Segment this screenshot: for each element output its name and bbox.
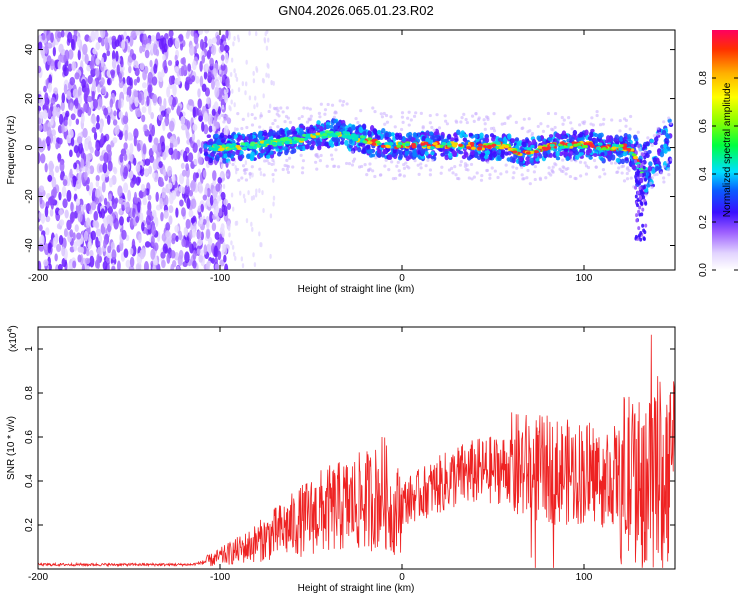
y-tick-label: 1 bbox=[24, 346, 35, 352]
y-tick-label: -20 bbox=[24, 189, 35, 204]
figure-title: GN04.2026.065.01.23.R02 bbox=[278, 3, 433, 18]
y-tick-label: 20 bbox=[24, 93, 35, 105]
colorbar-tick-label: 0.2 bbox=[698, 215, 709, 229]
spectrogram-x-axis-label: Height of straight line (km) bbox=[298, 284, 415, 295]
y-tick-label: 0.8 bbox=[24, 386, 35, 400]
snr-panel: -200 -100 0 100 0.2 0.4 0.6 0.8 1 Height of str… bbox=[6, 325, 676, 594]
y-tick-label: 0.2 bbox=[24, 518, 35, 532]
snr-x-axis-label: Height of straight line (km) bbox=[298, 583, 415, 594]
snr-line-path bbox=[38, 334, 675, 568]
x-tick-label: 0 bbox=[399, 572, 405, 583]
colorbar-tick-label: 0.4 bbox=[698, 167, 709, 181]
spectrogram-plot-frame bbox=[37, 29, 676, 271]
x-tick-label: 0 bbox=[399, 273, 405, 284]
colorbar-tick-label: 0.6 bbox=[698, 119, 709, 133]
spectrogram-y-axis-label: Frequency (Hz) bbox=[6, 116, 17, 185]
y-tick-label: -40 bbox=[24, 238, 35, 253]
x-tick-label: -200 bbox=[28, 273, 48, 284]
snr-y-axis-label: SNR (10 * v/v) bbox=[6, 416, 17, 480]
colorbar-gradient bbox=[712, 30, 738, 270]
y-tick-label: 0 bbox=[24, 144, 35, 150]
snr-plot-frame bbox=[37, 326, 676, 570]
spectrogram-x-axis: -200 -100 0 100 bbox=[28, 30, 593, 284]
colorbar-label: Normalized spectral amplitude bbox=[722, 82, 733, 217]
spectrogram-heatmap bbox=[38, 30, 674, 270]
spectrogram-y-axis: -40 -20 0 20 40 bbox=[24, 44, 675, 253]
colorbar-tick-label: 0.0 bbox=[698, 263, 709, 277]
snr-y-scale-label: (x104) bbox=[7, 325, 19, 352]
colorbar-tick-label: 0.8 bbox=[698, 71, 709, 85]
x-tick-label: -100 bbox=[210, 572, 230, 583]
y-tick-label: 0.4 bbox=[24, 474, 35, 488]
colorbar: 0.0 0.2 0.4 0.6 0.8 Normalized spectral ampl… bbox=[698, 30, 738, 277]
x-tick-label: 100 bbox=[576, 273, 593, 284]
y-tick-label: 0.6 bbox=[24, 430, 35, 444]
colorbar-ticks: 0.0 0.2 0.4 0.6 0.8 bbox=[698, 71, 738, 277]
snr-y-axis: 0.2 0.4 0.6 0.8 1 bbox=[24, 346, 675, 532]
y-tick-label: 40 bbox=[24, 44, 35, 56]
snr-x-axis: -200 -100 0 100 bbox=[28, 327, 593, 583]
x-tick-label: -200 bbox=[28, 572, 48, 583]
x-tick-label: 100 bbox=[576, 572, 593, 583]
x-tick-label: -100 bbox=[210, 273, 230, 284]
snr-series-line bbox=[38, 334, 675, 568]
